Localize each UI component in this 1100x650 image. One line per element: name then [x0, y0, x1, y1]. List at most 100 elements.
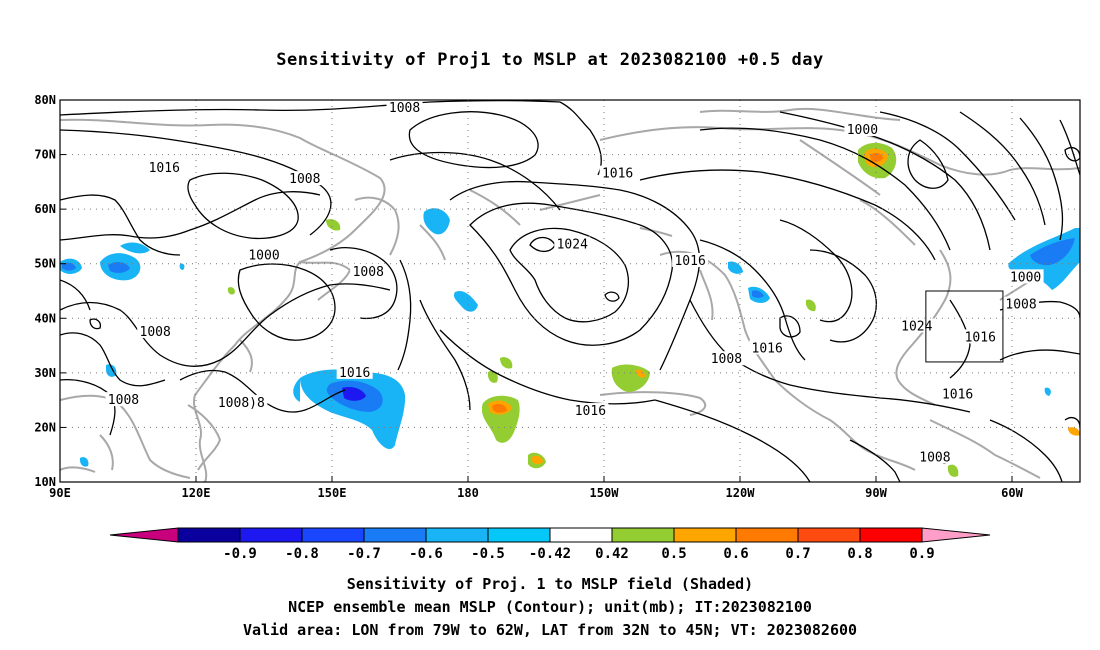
longitude-axis: 90E 120E 150E 180 150W 120W 90W 60W — [49, 476, 1024, 500]
neg-blob-nw-pacific — [300, 369, 406, 450]
sensitivity-shading — [60, 142, 1080, 477]
mslp-contours — [60, 100, 1080, 482]
lat-tick-label: 30N — [34, 366, 56, 380]
colorbar-segment — [735, 527, 799, 543]
contour-label: 1016 — [575, 404, 606, 419]
colorbar-label: -0.9 — [223, 546, 257, 562]
contour-label-bg — [350, 263, 387, 278]
contour-label: 1008 — [108, 393, 139, 408]
colorbar-label: 0.42 — [595, 546, 629, 562]
colorbar-segment — [363, 527, 427, 543]
lat-tick-label: 50N — [34, 257, 56, 271]
lon-tick-label: 180 — [457, 486, 479, 500]
map-frame — [59, 99, 1081, 483]
contour-label-bg — [286, 171, 323, 186]
lat-tick-label: 10N — [34, 475, 56, 489]
lat-tick-label: 40N — [34, 311, 56, 325]
lat-tick-label: 60N — [34, 202, 56, 216]
contour-label-bg — [1003, 296, 1040, 311]
contour-label: 1008)8 — [218, 396, 265, 411]
contour-label-bg — [844, 122, 881, 137]
lon-tick-label: 120W — [726, 486, 756, 500]
contour-label: 1000 — [1010, 270, 1041, 285]
contour-label-bg — [599, 165, 636, 180]
contour-label-bg — [1007, 269, 1044, 284]
colorbar-label: -0.6 — [409, 546, 443, 562]
contour-label: 1000 — [847, 123, 878, 138]
colorbar-label: -0.42 — [529, 546, 571, 562]
colorbar-label: 0.5 — [661, 546, 686, 562]
colorbar-label: 0.9 — [909, 546, 934, 562]
contour-label: 1016 — [965, 330, 996, 345]
contour-label: 1008 — [140, 325, 171, 340]
contour-label: 1008 — [919, 450, 950, 465]
contour-label: 1024 — [901, 319, 932, 334]
colorbar-labels: -0.9 -0.8 -0.7 -0.6 -0.5 -0.42 0.42 0.5 0.6 0.7 0.… — [223, 546, 935, 562]
colorbar-label: -0.5 — [471, 546, 505, 562]
lat-tick-label: 80N — [34, 93, 56, 107]
contour-label-bg — [215, 394, 268, 409]
lon-tick-label: 120E — [182, 486, 211, 500]
contour-label: 1016 — [339, 366, 370, 381]
colorbar-max-triangle — [921, 527, 991, 543]
colorbar-segment — [425, 527, 489, 543]
colorbar-segment — [177, 527, 241, 543]
contour-label-bg — [708, 351, 745, 366]
lon-tick-label: 150W — [590, 486, 620, 500]
contour-label: 1008 — [289, 172, 320, 187]
colorbar-label: -0.7 — [347, 546, 381, 562]
contour-label-bg — [572, 403, 609, 418]
colorbar-segment — [797, 527, 861, 543]
caption-line-3: Valid area: LON from 79W to 62W, LAT fro… — [242, 621, 858, 639]
coastlines — [60, 107, 1080, 482]
contour-label: 1008 — [353, 265, 384, 280]
lon-tick-label: 60W — [1001, 486, 1023, 500]
contour-label-bg — [246, 247, 282, 262]
contour-label: 1016 — [752, 341, 783, 356]
contour-label-bg — [137, 323, 174, 338]
caption-line-2: NCEP ensemble mean MSLP (Contour); unit(… — [288, 598, 812, 616]
contour-label: 1016 — [602, 167, 633, 182]
contour-label: 1008 — [1005, 298, 1036, 313]
latitude-axis: 80N 70N 60N 50N 40N 30N 20N 10N — [34, 93, 66, 489]
contour-label-bg — [336, 364, 373, 379]
contour-label-bg — [672, 252, 709, 267]
contour-label-bg — [386, 100, 423, 115]
contour-label-bg — [554, 236, 591, 251]
lon-tick-label: 90E — [49, 486, 71, 500]
colorbar-label: 0.8 — [847, 546, 872, 562]
lat-tick-label: 20N — [34, 420, 56, 434]
colorbar-label: -0.8 — [285, 546, 319, 562]
colorbar-segment — [673, 527, 737, 543]
map-title: Sensitivity of Proj1 to MSLP at 20230821… — [276, 50, 824, 70]
contour-label-bg — [916, 449, 953, 464]
contour-label-bg — [749, 340, 786, 355]
caption-line-1: Sensitivity of Proj. 1 to MSLP field (Sh… — [346, 575, 754, 593]
colorbar-segment — [549, 527, 613, 543]
contour-label: 1008 — [389, 101, 420, 116]
contour-label: 1008 — [711, 352, 742, 367]
contour-label: 1016 — [149, 161, 180, 176]
contour-label-bg — [105, 392, 142, 407]
lon-tick-label: 90W — [865, 486, 887, 500]
graticule — [60, 100, 1080, 482]
valid-area-box — [925, 290, 1004, 363]
colorbar-segment — [859, 527, 923, 543]
colorbar-label: 0.6 — [723, 546, 748, 562]
colorbar-segment — [611, 527, 675, 543]
colorbar-min-triangle — [109, 527, 179, 543]
colorbar-segment — [239, 527, 303, 543]
contour-labels: 1008 1000 1016 1008 1016 1024 1016 1000 1000 1008… — [105, 100, 1044, 465]
contour-label-bg — [939, 386, 976, 401]
colorbar-segment — [487, 527, 551, 543]
contour-label-bg — [962, 329, 999, 344]
contour-label: 1000 — [248, 249, 279, 264]
contour-label: 1016 — [674, 254, 705, 269]
contour-label-bg — [146, 160, 183, 175]
lat-tick-label: 70N — [34, 148, 56, 162]
lon-tick-label: 150E — [318, 486, 347, 500]
contour-label: 1024 — [557, 238, 588, 253]
colorbar-label: 0.7 — [785, 546, 810, 562]
colorbar-segment — [301, 527, 365, 543]
contour-label: 1016 — [942, 388, 973, 403]
